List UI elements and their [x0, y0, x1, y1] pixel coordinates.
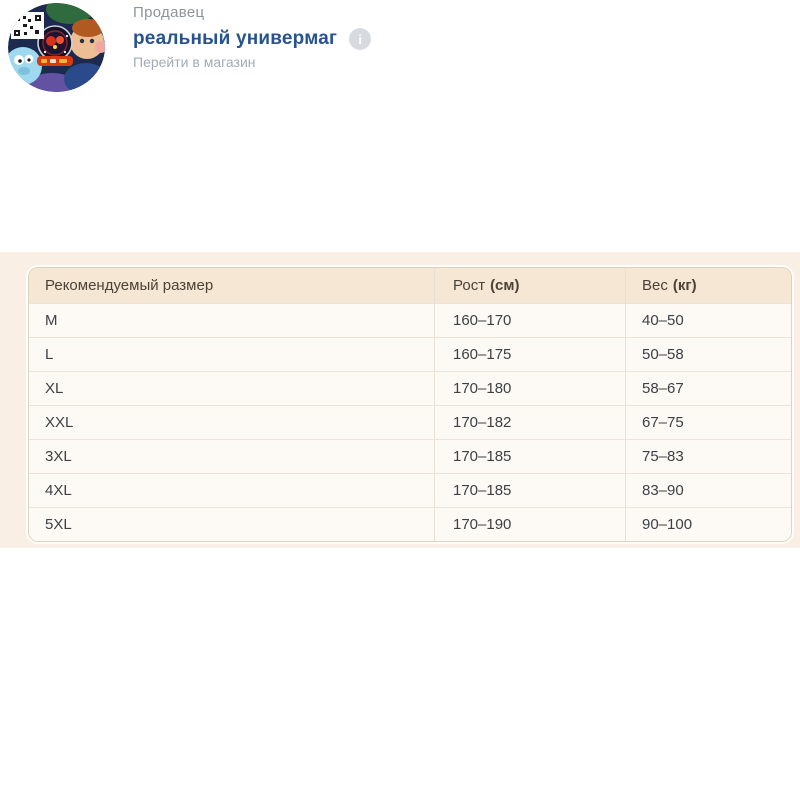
cell-size: 3XL: [45, 448, 72, 465]
qr-code-icon: [11, 12, 44, 39]
header-size-label: Рекомендуемый размер: [45, 277, 214, 294]
cell-height: 170–185: [434, 440, 625, 473]
header-weight-label: Вес: [642, 277, 668, 294]
cell-size: XXL: [45, 414, 74, 431]
cell-size: L: [45, 346, 54, 363]
cell-height: 170–182: [434, 406, 625, 439]
table-row: M 160–170 40–50: [29, 303, 791, 337]
seller-name-row: реальный универмаг i: [133, 28, 372, 50]
header-height-label: Рост: [453, 277, 486, 294]
cell-size: 5XL: [45, 516, 72, 533]
table-row: 4XL 170–185 83–90: [29, 473, 791, 507]
cell-size: 4XL: [45, 482, 72, 499]
info-icon[interactable]: i: [349, 28, 372, 50]
size-table-section: Рекомендуемый размер Рост (см) Вес (кг) …: [0, 252, 800, 548]
table-row: XL 170–180 58–67: [29, 371, 791, 405]
seller-label: Продавец: [133, 4, 205, 21]
cell-size: XL: [45, 380, 64, 397]
cell-height: 170–185: [434, 474, 625, 507]
cell-weight: 58–67: [625, 372, 791, 405]
cell-weight: 75–83: [625, 440, 791, 473]
size-table-header-row: Рекомендуемый размер Рост (см) Вес (кг): [29, 268, 791, 303]
table-row: XXL 170–182 67–75: [29, 405, 791, 439]
header-cell-height: Рост (см): [434, 268, 625, 303]
cell-weight: 83–90: [625, 474, 791, 507]
bottom-whitespace: [0, 548, 800, 800]
header-weight-unit: (кг): [672, 277, 697, 294]
cell-weight: 40–50: [625, 304, 791, 337]
header-cell-weight: Вес (кг): [625, 268, 791, 303]
cell-weight: 67–75: [625, 406, 791, 439]
cell-height: 170–180: [434, 372, 625, 405]
seller-info: Продавец реальный универмаг i Перейти в …: [133, 4, 372, 70]
table-row: 3XL 170–185 75–83: [29, 439, 791, 473]
header-cell-size: Рекомендуемый размер: [29, 268, 434, 303]
table-row: 5XL 170–190 90–100: [29, 507, 791, 541]
size-table: Рекомендуемый размер Рост (см) Вес (кг) …: [28, 267, 792, 542]
cell-weight: 50–58: [625, 338, 791, 371]
size-table-body: M 160–170 40–50 L 160–175 50–58 XL 170–1…: [29, 303, 791, 541]
table-row: L 160–175 50–58: [29, 337, 791, 371]
cell-size: M: [45, 312, 58, 329]
seller-name-link[interactable]: реальный универмаг: [133, 28, 338, 49]
seller-header: Продавец реальный универмаг i Перейти в …: [0, 0, 800, 252]
cell-height: 170–190: [434, 508, 625, 541]
cell-height: 160–175: [434, 338, 625, 371]
cell-height: 160–170: [434, 304, 625, 337]
seller-avatar-image: [8, 3, 105, 92]
go-to-store-link[interactable]: Перейти в магазин: [133, 54, 256, 70]
header-height-unit: (см): [490, 277, 520, 294]
cell-weight: 90–100: [625, 508, 791, 541]
seller-avatar[interactable]: [8, 3, 105, 92]
